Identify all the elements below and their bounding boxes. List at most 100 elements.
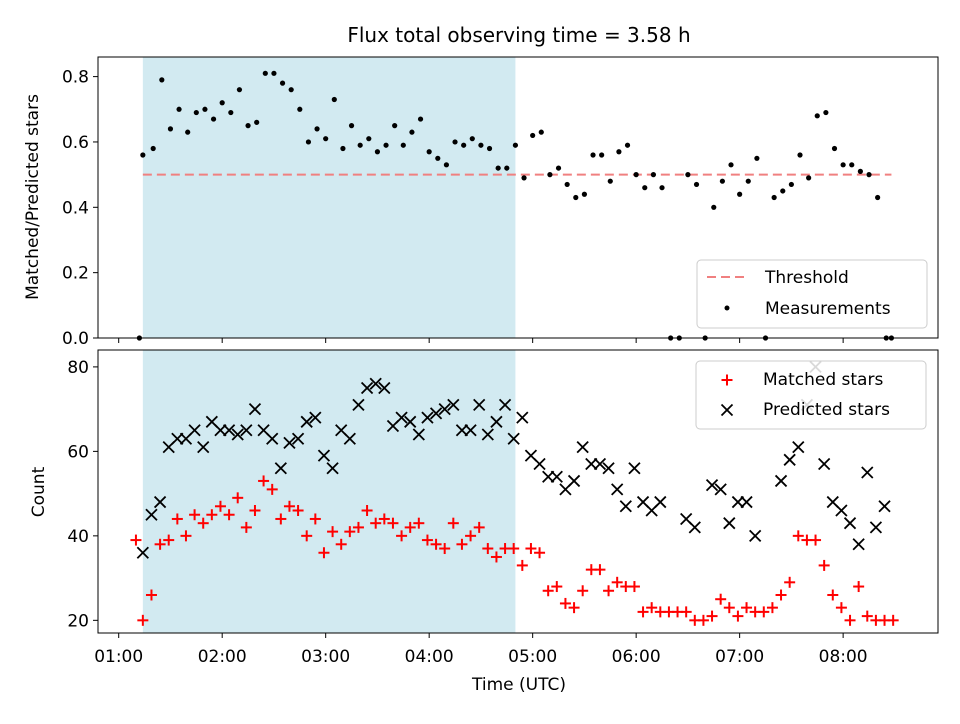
predicted-star-point bbox=[490, 415, 503, 428]
x-marker-b bbox=[343, 432, 356, 445]
measurement-point bbox=[314, 126, 320, 132]
measurement-point bbox=[555, 165, 562, 171]
x-marker-b bbox=[542, 470, 555, 483]
measurement-point bbox=[426, 149, 432, 155]
measurement-point bbox=[599, 152, 605, 158]
matched-star-point bbox=[447, 517, 459, 529]
predicted-star-point bbox=[878, 500, 891, 513]
x-marker-b bbox=[153, 495, 167, 509]
measurement-point bbox=[719, 178, 725, 184]
predicted-star-point bbox=[714, 483, 727, 496]
matched-star-point bbox=[214, 500, 226, 512]
predicted-star-point bbox=[283, 436, 296, 450]
predicted-star-point bbox=[498, 398, 512, 412]
matched-star-point bbox=[130, 534, 142, 546]
legend-matched-swatch bbox=[721, 374, 733, 386]
matched-star-point bbox=[439, 543, 451, 555]
x-marker-b bbox=[720, 403, 734, 417]
x-marker-b bbox=[843, 517, 857, 530]
matched-star-point bbox=[784, 576, 796, 588]
measurement-point bbox=[461, 142, 467, 148]
x-marker-b bbox=[619, 500, 632, 513]
predicted-star-point bbox=[792, 441, 805, 454]
measurement-point bbox=[495, 165, 501, 171]
predicted-star-point bbox=[481, 428, 494, 441]
measurement-point bbox=[547, 172, 553, 178]
x-marker-b bbox=[214, 424, 227, 437]
predicted-star-point bbox=[567, 474, 581, 488]
measurement-point bbox=[521, 175, 527, 181]
measurement-point bbox=[693, 181, 700, 188]
predicted-star-point bbox=[369, 377, 382, 390]
matched-star-point bbox=[465, 530, 477, 542]
x-marker-b bbox=[240, 424, 253, 437]
matched-star-point bbox=[758, 606, 770, 618]
matched-star-point bbox=[378, 513, 390, 525]
matched-star-point bbox=[715, 593, 727, 605]
matched-star-point bbox=[775, 589, 787, 601]
legend-plus-marker bbox=[721, 374, 733, 386]
measurement-point bbox=[633, 172, 639, 178]
predicted-star-point bbox=[378, 381, 391, 395]
x-marker-b bbox=[266, 432, 279, 445]
predicted-star-point bbox=[352, 398, 365, 412]
matched-star-point bbox=[827, 589, 839, 601]
x-marker-b bbox=[369, 377, 382, 390]
count-legend-box bbox=[695, 360, 927, 430]
x-marker-b bbox=[421, 411, 434, 424]
matched-star-point bbox=[844, 614, 856, 626]
measurement-point bbox=[797, 152, 803, 158]
matched-star-point bbox=[792, 530, 804, 542]
matched-star-point bbox=[473, 521, 485, 533]
x-marker-b bbox=[404, 415, 417, 428]
x-marker-b bbox=[481, 428, 494, 441]
x-marker-b bbox=[274, 462, 287, 475]
predicted-star-point bbox=[516, 411, 529, 424]
predicted-star-point bbox=[214, 424, 227, 437]
measurement-point bbox=[297, 106, 303, 112]
predicted-star-point bbox=[473, 398, 486, 412]
count-legend: Matched stars Predicted stars bbox=[695, 360, 927, 430]
matched-star-point bbox=[766, 602, 778, 614]
ratio-y-tick-label: 0.4 bbox=[62, 198, 89, 218]
x-marker-b bbox=[567, 474, 581, 488]
measurement-point bbox=[685, 172, 691, 178]
measurement-point bbox=[754, 155, 760, 161]
matched-star-point bbox=[258, 475, 270, 487]
x-marker-b bbox=[222, 424, 236, 437]
x-marker-b bbox=[438, 402, 451, 416]
x-marker-b bbox=[248, 402, 262, 416]
matched-star-point bbox=[723, 602, 735, 614]
measurement-point bbox=[486, 145, 493, 152]
matched-stars-series bbox=[130, 475, 899, 626]
x-marker-b bbox=[533, 457, 546, 471]
ratio-panel: 0.00.20.40.60.8 Matched/Predicted stars … bbox=[23, 56, 939, 349]
matched-star-point bbox=[861, 610, 873, 622]
x-marker-b bbox=[291, 432, 305, 445]
measurement-point bbox=[504, 165, 510, 171]
measurement-point bbox=[590, 152, 596, 158]
measurement-point bbox=[650, 172, 657, 178]
measurement-point bbox=[159, 77, 165, 83]
matched-star-point bbox=[137, 614, 149, 626]
x-marker-b bbox=[774, 474, 788, 488]
predicted-star-point bbox=[628, 462, 641, 475]
matched-star-point bbox=[352, 521, 364, 533]
matched-star-point bbox=[327, 526, 339, 538]
predicted-star-point bbox=[309, 411, 322, 424]
measurement-point bbox=[538, 129, 544, 135]
matched-star-point bbox=[611, 576, 623, 588]
measurement-point bbox=[262, 70, 268, 76]
measurement-point bbox=[849, 162, 855, 168]
measurement-point bbox=[348, 123, 355, 129]
x-marker-b bbox=[171, 432, 184, 445]
measurement-point bbox=[866, 172, 872, 178]
x-marker-b bbox=[852, 538, 865, 551]
predicted-star-point bbox=[222, 424, 236, 437]
predicted-star-point bbox=[835, 504, 848, 517]
measurement-point bbox=[573, 194, 579, 201]
measurement-point bbox=[323, 136, 329, 142]
matched-star-point bbox=[421, 534, 433, 546]
x-marker-b bbox=[309, 411, 322, 424]
